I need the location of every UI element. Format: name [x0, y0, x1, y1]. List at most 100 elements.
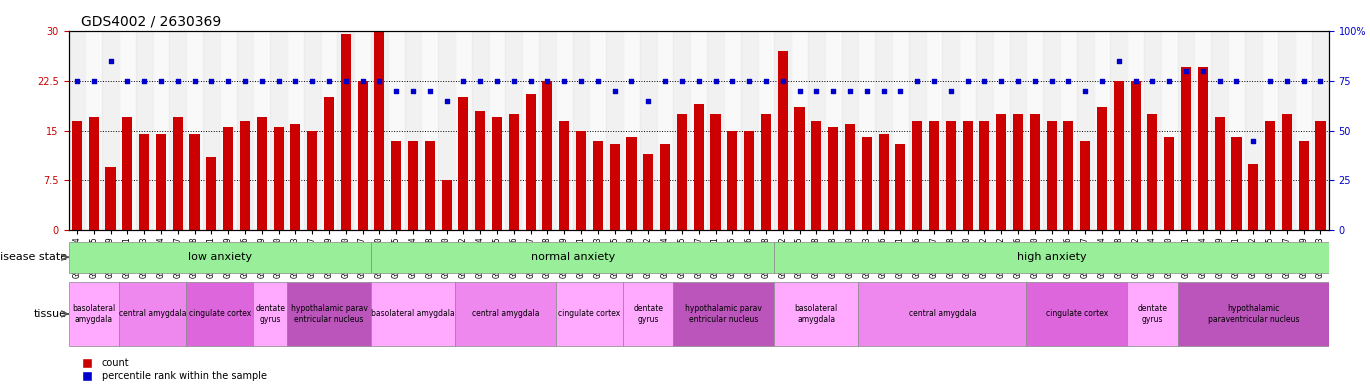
Bar [975, 31, 993, 230]
Bar [862, 137, 871, 230]
Bar [371, 282, 455, 346]
Bar [556, 31, 573, 230]
Point [755, 78, 777, 84]
Bar [1164, 137, 1174, 230]
Bar [774, 282, 859, 346]
Legend: count, percentile rank within the sample: count, percentile rank within the sample [74, 354, 270, 384]
Point [503, 78, 525, 84]
Bar [1315, 121, 1326, 230]
Point [1041, 78, 1063, 84]
Bar [237, 31, 253, 230]
Point [671, 78, 693, 84]
Bar [1130, 81, 1141, 230]
Bar [693, 104, 704, 230]
Point [771, 78, 793, 84]
Bar [1010, 31, 1026, 230]
Bar [1248, 164, 1258, 230]
Bar [1181, 67, 1191, 230]
Bar [256, 117, 267, 230]
Bar [471, 31, 489, 230]
Point [167, 78, 189, 84]
Bar [996, 114, 1006, 230]
Bar [526, 94, 536, 230]
Bar [441, 180, 452, 230]
Bar [323, 97, 334, 230]
Text: dentate
gyrus: dentate gyrus [1137, 304, 1167, 324]
Bar [1128, 282, 1178, 346]
Point [940, 88, 962, 94]
Bar [304, 31, 321, 230]
Bar [270, 31, 286, 230]
Point [570, 78, 592, 84]
Point [586, 78, 608, 84]
Point [822, 88, 844, 94]
Text: central amygdala: central amygdala [119, 310, 186, 318]
Bar [760, 114, 771, 230]
Point [738, 78, 760, 84]
Bar [1114, 81, 1123, 230]
Text: low anxiety: low anxiety [188, 252, 252, 262]
Point [956, 78, 978, 84]
Text: central amygdala: central amygdala [471, 310, 540, 318]
Bar [1178, 282, 1329, 346]
Bar [845, 124, 855, 230]
Point [401, 88, 423, 94]
Bar [778, 51, 788, 230]
Bar [286, 31, 304, 230]
Point [722, 78, 744, 84]
Bar [173, 117, 182, 230]
Bar [795, 107, 804, 230]
Bar [892, 31, 908, 230]
Bar [392, 141, 401, 230]
Bar [825, 31, 841, 230]
Point [789, 88, 811, 94]
Bar [522, 31, 538, 230]
Bar [559, 121, 570, 230]
Bar [1295, 31, 1312, 230]
Point [267, 78, 289, 84]
Bar [711, 114, 721, 230]
Point [385, 88, 407, 94]
Bar [186, 31, 203, 230]
Bar [119, 31, 136, 230]
Bar [207, 157, 216, 230]
Point [1007, 78, 1029, 84]
Bar [1211, 31, 1228, 230]
Bar [68, 242, 371, 273]
Text: central amygdala: central amygdala [908, 310, 977, 318]
Bar [286, 282, 371, 346]
Bar [1278, 31, 1295, 230]
Text: hypothalamic
paraventricular nucleus: hypothalamic paraventricular nucleus [1207, 304, 1299, 324]
Bar [908, 31, 926, 230]
Point [251, 78, 273, 84]
Bar [963, 121, 973, 230]
Point [133, 78, 155, 84]
Bar [644, 154, 653, 230]
Bar [119, 282, 186, 346]
Bar [374, 31, 385, 230]
Bar [556, 282, 623, 346]
Bar [727, 131, 737, 230]
Bar [859, 31, 875, 230]
Bar [677, 114, 686, 230]
Point [991, 78, 1012, 84]
Bar [827, 127, 838, 230]
Point [369, 78, 390, 84]
Bar [1299, 141, 1308, 230]
Bar [203, 31, 219, 230]
Bar [1160, 31, 1178, 230]
Bar [841, 31, 859, 230]
Bar [355, 31, 371, 230]
Point [1108, 58, 1130, 64]
Point [234, 78, 256, 84]
Point [637, 98, 659, 104]
Point [906, 78, 927, 84]
Bar [68, 282, 119, 346]
Point [653, 78, 675, 84]
Point [1275, 78, 1297, 84]
Bar [945, 121, 956, 230]
Point [806, 88, 827, 94]
Point [856, 88, 878, 94]
Bar [878, 134, 889, 230]
Bar [1232, 137, 1241, 230]
